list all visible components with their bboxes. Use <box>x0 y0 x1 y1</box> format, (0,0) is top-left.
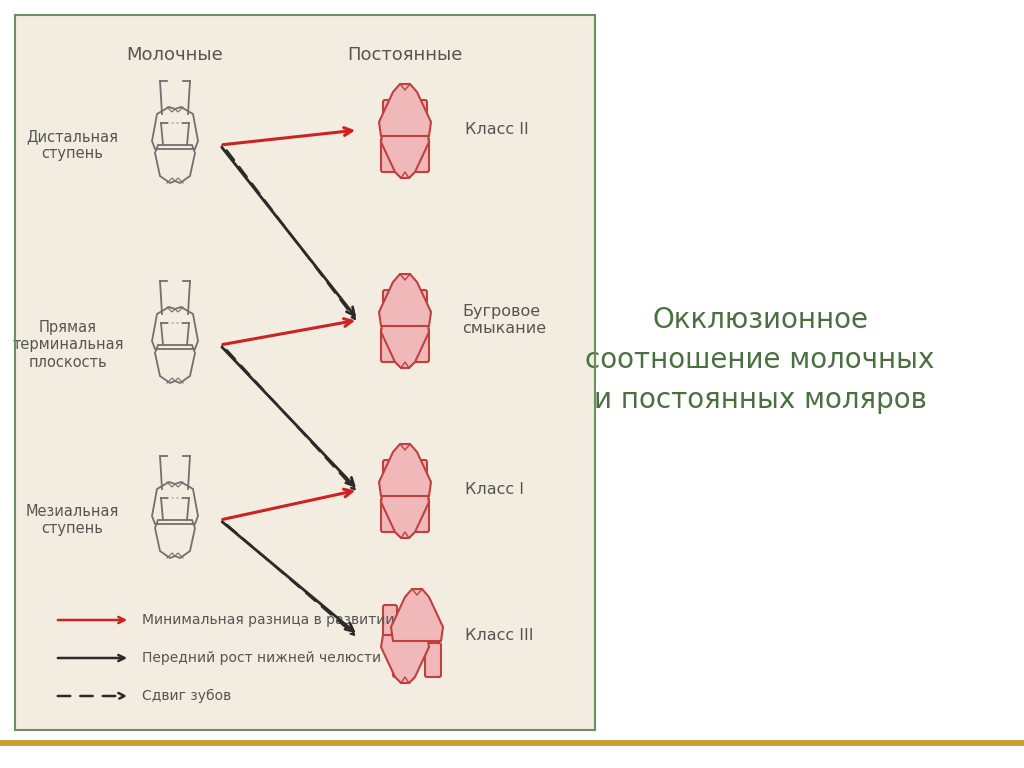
FancyBboxPatch shape <box>383 100 397 132</box>
Text: Минимальная разница в развитии: Минимальная разница в развитии <box>142 613 394 627</box>
Polygon shape <box>381 635 429 683</box>
Bar <box>0 740 1024 746</box>
Text: соотношение молочных: соотношение молочных <box>586 346 935 374</box>
Text: Молочные: Молочные <box>127 46 223 64</box>
Text: Дистальная
ступень: Дистальная ступень <box>26 129 118 161</box>
Polygon shape <box>381 320 429 368</box>
Polygon shape <box>379 444 431 496</box>
Bar <box>15 15 595 730</box>
FancyBboxPatch shape <box>383 290 397 322</box>
FancyBboxPatch shape <box>413 100 427 132</box>
Polygon shape <box>379 84 431 136</box>
Text: Окклюзионное: Окклюзионное <box>652 306 868 334</box>
Polygon shape <box>391 589 443 641</box>
FancyBboxPatch shape <box>413 328 429 362</box>
FancyBboxPatch shape <box>413 605 427 637</box>
FancyBboxPatch shape <box>383 460 397 492</box>
Text: Класс II: Класс II <box>465 123 528 137</box>
Text: Класс I: Класс I <box>465 482 524 498</box>
Polygon shape <box>379 274 431 326</box>
FancyBboxPatch shape <box>383 605 397 637</box>
Text: Сдвиг зубов: Сдвиг зубов <box>142 689 231 703</box>
FancyBboxPatch shape <box>413 290 427 322</box>
Polygon shape <box>381 130 429 178</box>
FancyBboxPatch shape <box>413 460 427 492</box>
Text: Класс III: Класс III <box>465 627 534 643</box>
Text: и постоянных моляров: и постоянных моляров <box>594 386 927 414</box>
FancyBboxPatch shape <box>381 328 397 362</box>
Text: Передний рост нижней челюсти: Передний рост нижней челюсти <box>142 651 381 665</box>
Text: Мезиальная
ступень: Мезиальная ступень <box>26 504 119 536</box>
FancyBboxPatch shape <box>381 138 397 172</box>
Polygon shape <box>381 490 429 538</box>
FancyBboxPatch shape <box>393 643 409 677</box>
FancyBboxPatch shape <box>425 643 441 677</box>
FancyBboxPatch shape <box>413 138 429 172</box>
Text: Прямая
терминальная
плоскость: Прямая терминальная плоскость <box>12 320 124 370</box>
FancyBboxPatch shape <box>381 498 397 532</box>
Bar <box>15 15 595 730</box>
FancyBboxPatch shape <box>413 498 429 532</box>
Text: Бугровое
смыкание: Бугровое смыкание <box>462 304 546 336</box>
Text: Постоянные: Постоянные <box>347 46 463 64</box>
